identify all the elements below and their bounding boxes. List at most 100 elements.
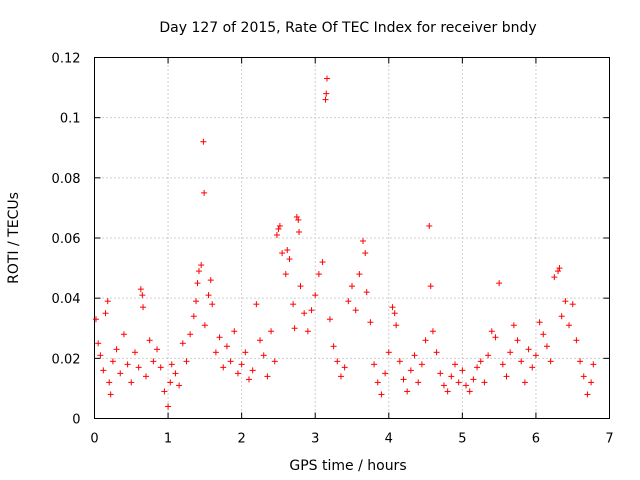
y-tick-label: 0.04	[52, 292, 81, 307]
data-point	[120, 331, 127, 338]
data-point	[165, 403, 172, 410]
data-point	[293, 213, 300, 220]
data-point	[135, 364, 142, 371]
data-point	[459, 367, 466, 374]
data-point	[378, 391, 385, 398]
data-point	[555, 268, 561, 275]
data-point	[562, 298, 569, 305]
data-point	[117, 370, 124, 377]
data-point	[418, 361, 425, 368]
data-point	[124, 361, 131, 368]
data-point	[297, 283, 304, 290]
data-point	[107, 391, 114, 398]
data-point	[179, 340, 186, 347]
data-point	[246, 376, 252, 383]
x-tick-label: 3	[311, 432, 319, 447]
data-point	[349, 283, 355, 290]
data-point	[187, 331, 194, 338]
data-point	[558, 313, 565, 320]
data-point	[326, 316, 333, 323]
data-point	[100, 367, 107, 374]
chart-title: Day 127 of 2015, Rate Of TEC Index for r…	[159, 20, 536, 36]
y-tick-labels: 0 0.02 0.04 0.06 0.08 0.1 0.12	[52, 52, 81, 428]
data-point	[223, 343, 230, 350]
data-point	[499, 361, 506, 368]
data-point	[396, 358, 403, 365]
data-point	[536, 319, 543, 326]
data-point	[345, 298, 352, 305]
data-point	[97, 352, 104, 359]
data-point	[260, 352, 267, 359]
data-point	[525, 346, 532, 353]
data-point	[212, 349, 219, 356]
data-point	[161, 388, 168, 395]
data-point	[143, 373, 149, 380]
data-point	[341, 364, 348, 371]
data-point	[205, 292, 212, 299]
data-point	[319, 259, 326, 266]
data-point	[422, 337, 429, 344]
data-point	[455, 379, 462, 386]
data-point	[113, 346, 120, 353]
data-point	[566, 322, 573, 329]
data-point	[190, 313, 197, 320]
grid-lines	[94, 57, 610, 419]
data-point	[444, 388, 451, 395]
x-tick-labels: 0 1 2 3 4 5 6 7	[90, 432, 613, 447]
data-point	[282, 271, 289, 278]
data-point	[295, 216, 302, 223]
data-point	[304, 328, 311, 335]
data-point	[284, 247, 291, 254]
data-point	[485, 352, 492, 359]
data-point	[268, 328, 275, 335]
data-point	[131, 349, 138, 356]
data-point	[590, 361, 597, 368]
x-tick-label: 4	[385, 432, 393, 447]
data-point	[352, 307, 359, 314]
data-point	[167, 379, 174, 386]
data-point	[198, 262, 205, 269]
data-point	[209, 301, 216, 308]
data-point	[102, 310, 109, 317]
data-point	[415, 379, 422, 386]
data-point	[207, 277, 214, 284]
data-point	[577, 358, 584, 365]
data-point	[146, 337, 153, 344]
data-point	[322, 96, 329, 103]
data-point	[540, 331, 547, 338]
data-point	[276, 222, 283, 229]
data-point	[466, 388, 473, 395]
data-point	[323, 90, 330, 97]
data-point	[183, 358, 190, 365]
data-point	[363, 289, 370, 296]
data-point	[371, 361, 378, 368]
data-point	[543, 343, 550, 350]
x-tick-label: 0	[90, 432, 98, 447]
data-point	[279, 250, 286, 257]
data-point	[227, 358, 234, 365]
data-point	[547, 358, 554, 365]
data-point	[150, 358, 157, 365]
data-point	[128, 379, 135, 386]
data-point	[257, 337, 264, 344]
data-point	[137, 286, 144, 293]
data-point	[216, 334, 223, 341]
x-tick-label: 2	[238, 432, 246, 447]
data-point	[334, 358, 341, 365]
data-point	[200, 138, 207, 145]
data-point	[201, 189, 208, 196]
data-point	[452, 361, 458, 368]
data-point	[95, 340, 102, 347]
data-point	[106, 379, 113, 386]
data-point	[474, 364, 481, 371]
data-point	[238, 361, 245, 368]
data-point	[92, 316, 99, 323]
data-point	[176, 382, 183, 389]
y-tick-label: 0.02	[52, 352, 81, 367]
data-point	[481, 379, 488, 386]
x-tick-label: 6	[532, 432, 540, 447]
data-point	[507, 349, 514, 356]
data-point	[521, 379, 528, 386]
data-point	[514, 337, 521, 344]
data-point	[569, 301, 576, 308]
